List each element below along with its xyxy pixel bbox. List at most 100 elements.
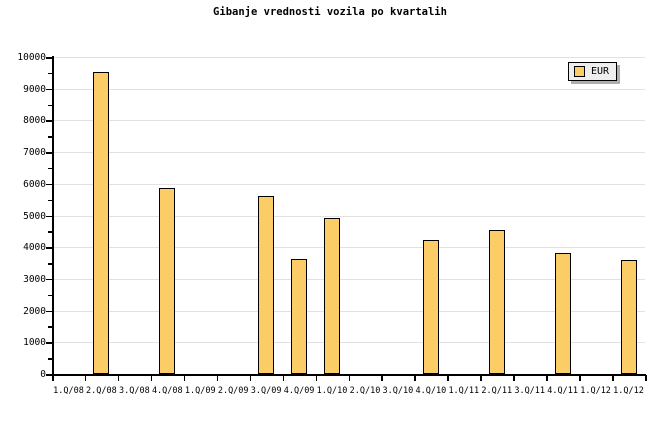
x-axis-label: 1.Q/11 <box>448 386 480 396</box>
y-axis-tick <box>46 342 52 344</box>
x-axis-label: 1.Q/08 <box>53 386 84 396</box>
chart-legend[interactable]: EUR <box>568 62 618 81</box>
x-axis-tick <box>513 375 515 381</box>
y-axis-labels: 10000 9000 8000 7000 6000 5000 4000 3000 2000 100… <box>0 0 46 440</box>
bar <box>159 187 176 374</box>
x-axis-tick <box>480 375 482 381</box>
y-axis-tick <box>46 278 52 281</box>
y-axis-minor-tick <box>48 72 52 75</box>
y-axis-tick <box>46 120 52 122</box>
x-axis-tick <box>52 375 54 381</box>
x-axis-ticks <box>52 375 647 383</box>
x-axis-tick <box>348 375 350 381</box>
y-axis-minor-tick <box>48 263 52 265</box>
y-axis-minor-tick <box>48 358 52 360</box>
legend-label-eur: EUR <box>591 65 610 77</box>
y-axis-tick <box>46 152 52 154</box>
y-axis-label: 3000 <box>23 273 46 285</box>
x-axis-tick <box>447 375 449 381</box>
x-axis-labels: 1.Q/08 2.Q/08 3.Q/08 4.Q/08 1.Q/09 2.Q/09 3.Q/… <box>0 386 660 400</box>
x-axis-label: 1.Q/12 <box>580 386 611 396</box>
y-axis-tick <box>46 183 52 186</box>
y-axis-label: 9000 <box>23 83 46 95</box>
bar-series-eur <box>52 57 646 374</box>
x-axis-label: 1.Q/10 <box>316 386 348 396</box>
y-axis-minor-tick <box>48 167 52 170</box>
legend-swatch-eur <box>574 66 585 77</box>
x-axis-label: 1.Q/09 <box>184 386 216 396</box>
gridline <box>52 57 645 58</box>
gridline <box>52 278 645 280</box>
gridline <box>52 310 645 312</box>
bar <box>258 195 275 374</box>
bar <box>488 230 505 374</box>
gridline <box>52 152 645 154</box>
y-axis-minor-tick <box>48 104 52 107</box>
y-axis-tick <box>46 57 52 59</box>
y-axis-label: 6000 <box>23 178 46 190</box>
y-axis-label: 4000 <box>23 242 46 254</box>
gridline <box>52 342 645 344</box>
x-axis-label: 4.Q/11 <box>547 386 578 396</box>
gridline <box>52 247 645 249</box>
x-axis-tick <box>183 375 186 381</box>
y-axis-tick <box>46 310 52 313</box>
y-axis-minor-tick <box>48 136 52 138</box>
x-axis-tick <box>315 375 318 381</box>
x-axis-tick <box>546 375 548 381</box>
y-axis-tick <box>46 374 52 376</box>
y-axis-label: 8000 <box>23 115 46 127</box>
x-axis-tick <box>282 375 285 381</box>
gridlines <box>46 57 645 376</box>
plot-area <box>46 57 645 376</box>
x-axis-label: 2.Q/10 <box>349 386 381 396</box>
x-axis-label: 3.Q/10 <box>382 386 414 396</box>
x-axis-tick <box>645 375 647 381</box>
x-axis-tick <box>414 375 416 381</box>
x-axis-line <box>52 374 646 376</box>
y-axis-minor-tick <box>48 326 52 328</box>
x-axis-label: 4.Q/09 <box>283 386 315 396</box>
y-axis-minor-tick <box>48 294 52 297</box>
x-axis-tick <box>150 375 153 381</box>
y-axis-tick <box>46 88 52 91</box>
y-axis-label: 2000 <box>23 305 46 317</box>
x-axis-tick <box>117 375 120 381</box>
bar <box>291 259 308 374</box>
x-axis-tick <box>216 375 219 381</box>
y-axis-tick <box>46 247 52 249</box>
gridline <box>52 88 645 90</box>
x-axis-tick <box>612 375 614 381</box>
x-axis-label: 2.Q/11 <box>481 386 513 396</box>
bar <box>324 217 341 374</box>
x-axis-tick <box>249 375 252 381</box>
y-axis-line <box>52 56 54 375</box>
bar <box>554 252 571 374</box>
bar <box>422 240 439 374</box>
y-axis-label: 1000 <box>23 337 46 349</box>
gridline <box>52 183 645 185</box>
x-axis-label: 2.Q/08 <box>86 386 117 396</box>
x-axis-label: 2.Q/09 <box>217 386 249 396</box>
y-axis-label: 0 <box>40 369 46 380</box>
bar <box>93 71 110 374</box>
x-axis-label: 3.Q/11 <box>514 386 546 396</box>
y-axis-tick <box>46 215 52 217</box>
gridline <box>52 120 645 122</box>
bar <box>620 259 637 374</box>
x-axis-label: 4.Q/08 <box>151 386 183 396</box>
gridline <box>52 215 645 217</box>
x-axis-label: 1.Q/12 <box>613 386 644 396</box>
y-axis-label: 5000 <box>23 210 46 222</box>
x-axis-label: 4.Q/10 <box>415 386 447 396</box>
x-axis-tick <box>84 375 87 381</box>
y-axis-label: 7000 <box>23 147 46 159</box>
y-axis-label: 10000 <box>17 52 46 63</box>
y-axis-minor-tick <box>48 231 52 233</box>
x-axis-label: 3.Q/09 <box>250 386 282 396</box>
y-axis-minor-tick <box>48 199 52 202</box>
chart-title: Gibanje vrednosti vozila po kvartalih <box>213 6 447 18</box>
x-axis-tick <box>381 375 383 381</box>
x-axis-tick <box>579 375 581 381</box>
